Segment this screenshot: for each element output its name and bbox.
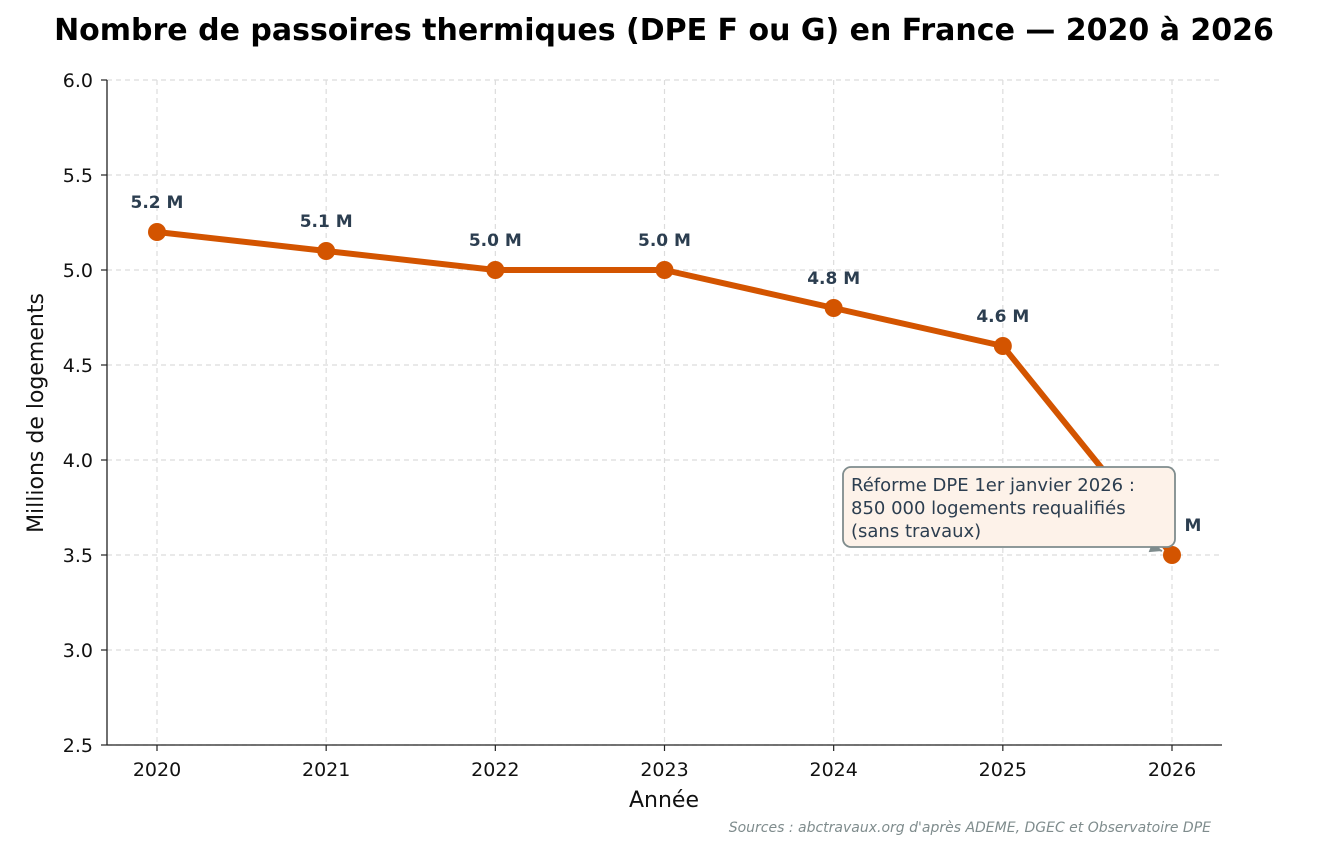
y-tick-label: 4.0 [63,450,93,472]
y-tick-label: 6.0 [63,70,93,92]
data-label: M [1185,516,1202,536]
x-ticks: 2020 2021 2022 2023 2024 2025 2026 [133,745,1196,781]
x-tick-label: 2023 [640,759,688,781]
data-point [655,261,674,279]
data-label: 4.8 M [807,269,860,289]
data-point [148,223,166,241]
annotation-line-2: 850 000 logements requalifiés [851,498,1126,519]
y-tick-label: 5.0 [63,260,93,282]
data-labels: 5.2 M 5.1 M 5.0 M 5.0 M 4.8 M 4.6 M M [131,193,1202,536]
annotation: Réforme DPE 1er janvier 2026 : 850 000 l… [842,466,1176,553]
data-point [1163,546,1181,564]
x-tick-label: 2020 [133,759,181,781]
y-tick-label: 3.5 [63,545,93,567]
annotation-line-1: Réforme DPE 1er janvier 2026 : [851,475,1135,496]
grid [107,79,1222,746]
data-label: 5.0 M [638,231,691,251]
x-tick-label: 2022 [471,759,519,781]
data-point [824,299,843,317]
data-label: 5.1 M [300,212,353,232]
source-note: Sources : abctravaux.org d'après ADEME, … [729,820,1211,836]
chart-title: Nombre de passoires thermiques (DPE F ou… [54,13,1274,48]
data-label: 5.2 M [131,193,184,213]
x-axis-label: Année [629,788,699,813]
x-tick-label: 2026 [1148,759,1196,781]
data-point [993,337,1012,355]
data-point [486,261,505,279]
series-group [148,223,1181,564]
annotation-box [842,466,1176,548]
x-tick-label: 2021 [302,759,350,781]
y-axis-label: Millions de logements [24,293,49,533]
y-tick-label: 5.5 [63,165,93,187]
y-tick-label: 4.5 [63,355,93,377]
data-label: 5.0 M [469,231,522,251]
y-tick-label: 3.0 [63,640,93,662]
annotation-line-3: (sans travaux) [851,521,981,542]
data-label: 4.6 M [976,307,1029,327]
x-tick-label: 2024 [809,759,857,781]
y-ticks: 2.5 3.0 3.5 4.0 4.5 5.0 5.5 6.0 [63,70,107,757]
y-tick-label: 2.5 [63,735,93,757]
x-tick-label: 2025 [979,759,1027,781]
data-point [317,242,336,260]
